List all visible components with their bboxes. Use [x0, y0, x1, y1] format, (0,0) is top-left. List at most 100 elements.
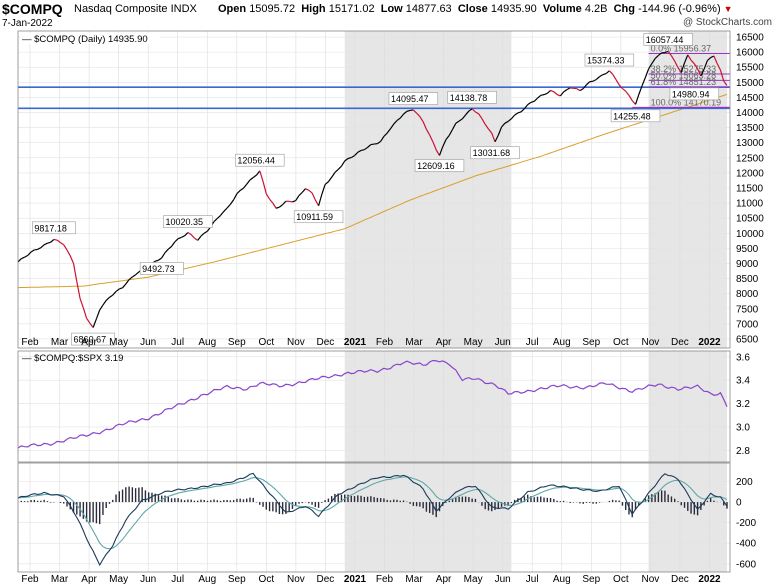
price-segment: [249, 177, 254, 181]
price-segment: [119, 287, 123, 290]
bottom-x-label: 2022: [698, 574, 721, 585]
macd-tick-label: 0: [736, 498, 742, 509]
price-segment: [69, 255, 75, 264]
price-annotation-box: [669, 87, 720, 101]
price-segment: [651, 58, 656, 64]
price-segment: [697, 68, 702, 77]
price-segment: [272, 202, 277, 209]
price-segment: [527, 101, 532, 106]
price-x-label: Jun: [140, 337, 156, 348]
relative-tick-label: 3.4: [736, 376, 750, 387]
price-tick-label: 9000: [736, 259, 759, 270]
price-segment: [501, 122, 506, 128]
price-segment: [161, 252, 166, 259]
price-x-label: Dec: [671, 337, 689, 348]
price-segment: [461, 114, 467, 120]
price-segment: [612, 73, 617, 80]
bottom-x-label: Oct: [613, 574, 629, 585]
price-segment: [377, 140, 382, 145]
panel-border-rel: [17, 350, 731, 463]
price-segment: [92, 318, 97, 328]
price-tick-label: 13500: [736, 123, 764, 134]
fib-level-label: 38.2% 15275.33: [651, 64, 717, 74]
price-x-label: Jul: [526, 337, 539, 348]
price-segment: [491, 132, 496, 142]
bottom-x-label: May: [464, 574, 483, 585]
low-value: 14877.63: [405, 3, 452, 15]
macd-tick-label: -400: [736, 539, 756, 550]
price-segment: [605, 70, 610, 75]
price-x-label: Oct: [613, 337, 629, 348]
price-segment: [510, 114, 516, 120]
quote-date: 7-Jan-2022: [2, 18, 53, 29]
open-value: 15095.72: [249, 3, 296, 15]
price-segment: [60, 242, 65, 246]
price-x-label: Mar: [51, 337, 69, 348]
down-triangle-icon: ▼: [723, 4, 733, 14]
price-segment: [435, 149, 440, 156]
relative-strength-line: [17, 359, 728, 449]
price-segment: [66, 249, 71, 257]
bottom-x-label: Nov: [287, 574, 305, 585]
price-segment: [693, 63, 699, 70]
price-segment: [311, 192, 316, 201]
price-segment: [419, 116, 424, 123]
price-tick-label: 14000: [736, 108, 764, 119]
price-segment: [242, 183, 248, 189]
price-x-label: Apr: [81, 337, 97, 348]
price-segment: [475, 111, 479, 115]
price-segment: [327, 176, 333, 183]
price-tick-label: 8000: [736, 289, 759, 300]
quote-bar: Open 15095.72 High 15171.02 Low 14877.63…: [218, 3, 733, 15]
price-segment: [422, 121, 427, 130]
price-segment: [24, 254, 29, 258]
price-x-label: Sep: [582, 337, 600, 348]
high-value: 15171.02: [328, 3, 375, 15]
price-segment: [132, 274, 136, 278]
price-segment: [95, 309, 101, 320]
price-segment: [50, 239, 55, 243]
price-segment: [305, 188, 310, 191]
price-segment: [667, 51, 672, 57]
price-tick-label: 10000: [736, 229, 764, 240]
price-segment: [125, 279, 130, 285]
bottom-x-label: 2021: [344, 574, 367, 585]
price-segment: [677, 67, 682, 73]
price-annotation: 15374.33: [587, 56, 625, 66]
bottom-x-label: Feb: [21, 574, 39, 585]
price-segment: [37, 247, 42, 250]
price-segment: [563, 89, 568, 93]
relative-tick-label: 2.8: [736, 446, 750, 457]
price-segment: [197, 235, 202, 241]
price-segment: [700, 68, 705, 77]
price-segment: [265, 193, 271, 200]
price-segment: [383, 132, 388, 137]
bottom-x-label: Aug: [198, 574, 216, 585]
symbol[interactable]: $COMPQ: [2, 1, 63, 17]
price-annotation-box: [584, 53, 635, 67]
price-segment: [517, 111, 522, 114]
price-annotation-box: [388, 92, 439, 105]
price-segment: [543, 92, 548, 96]
price-segment: [216, 214, 221, 219]
price-x-label: Oct: [259, 337, 275, 348]
price-segment: [550, 89, 555, 93]
price-segment: [187, 232, 192, 236]
price-segment: [406, 109, 411, 112]
price-segment: [190, 234, 195, 239]
price-segment: [465, 110, 470, 116]
shaded-period-macd: [344, 463, 512, 572]
bottom-x-label: Dec: [317, 574, 335, 585]
price-segment: [229, 199, 235, 205]
bottom-x-label: Apr: [436, 574, 452, 585]
price-segment: [566, 87, 571, 91]
price-annotation: 6860.67: [74, 335, 107, 345]
price-segment: [520, 108, 525, 113]
price-annotation: 14255.48: [613, 111, 651, 121]
price-annotation: 16057.44: [646, 35, 684, 45]
price-segment: [112, 291, 117, 296]
relative-tick-label: 3.0: [736, 422, 750, 433]
macd-tick-label: 200: [736, 477, 753, 488]
price-segment: [380, 136, 385, 142]
